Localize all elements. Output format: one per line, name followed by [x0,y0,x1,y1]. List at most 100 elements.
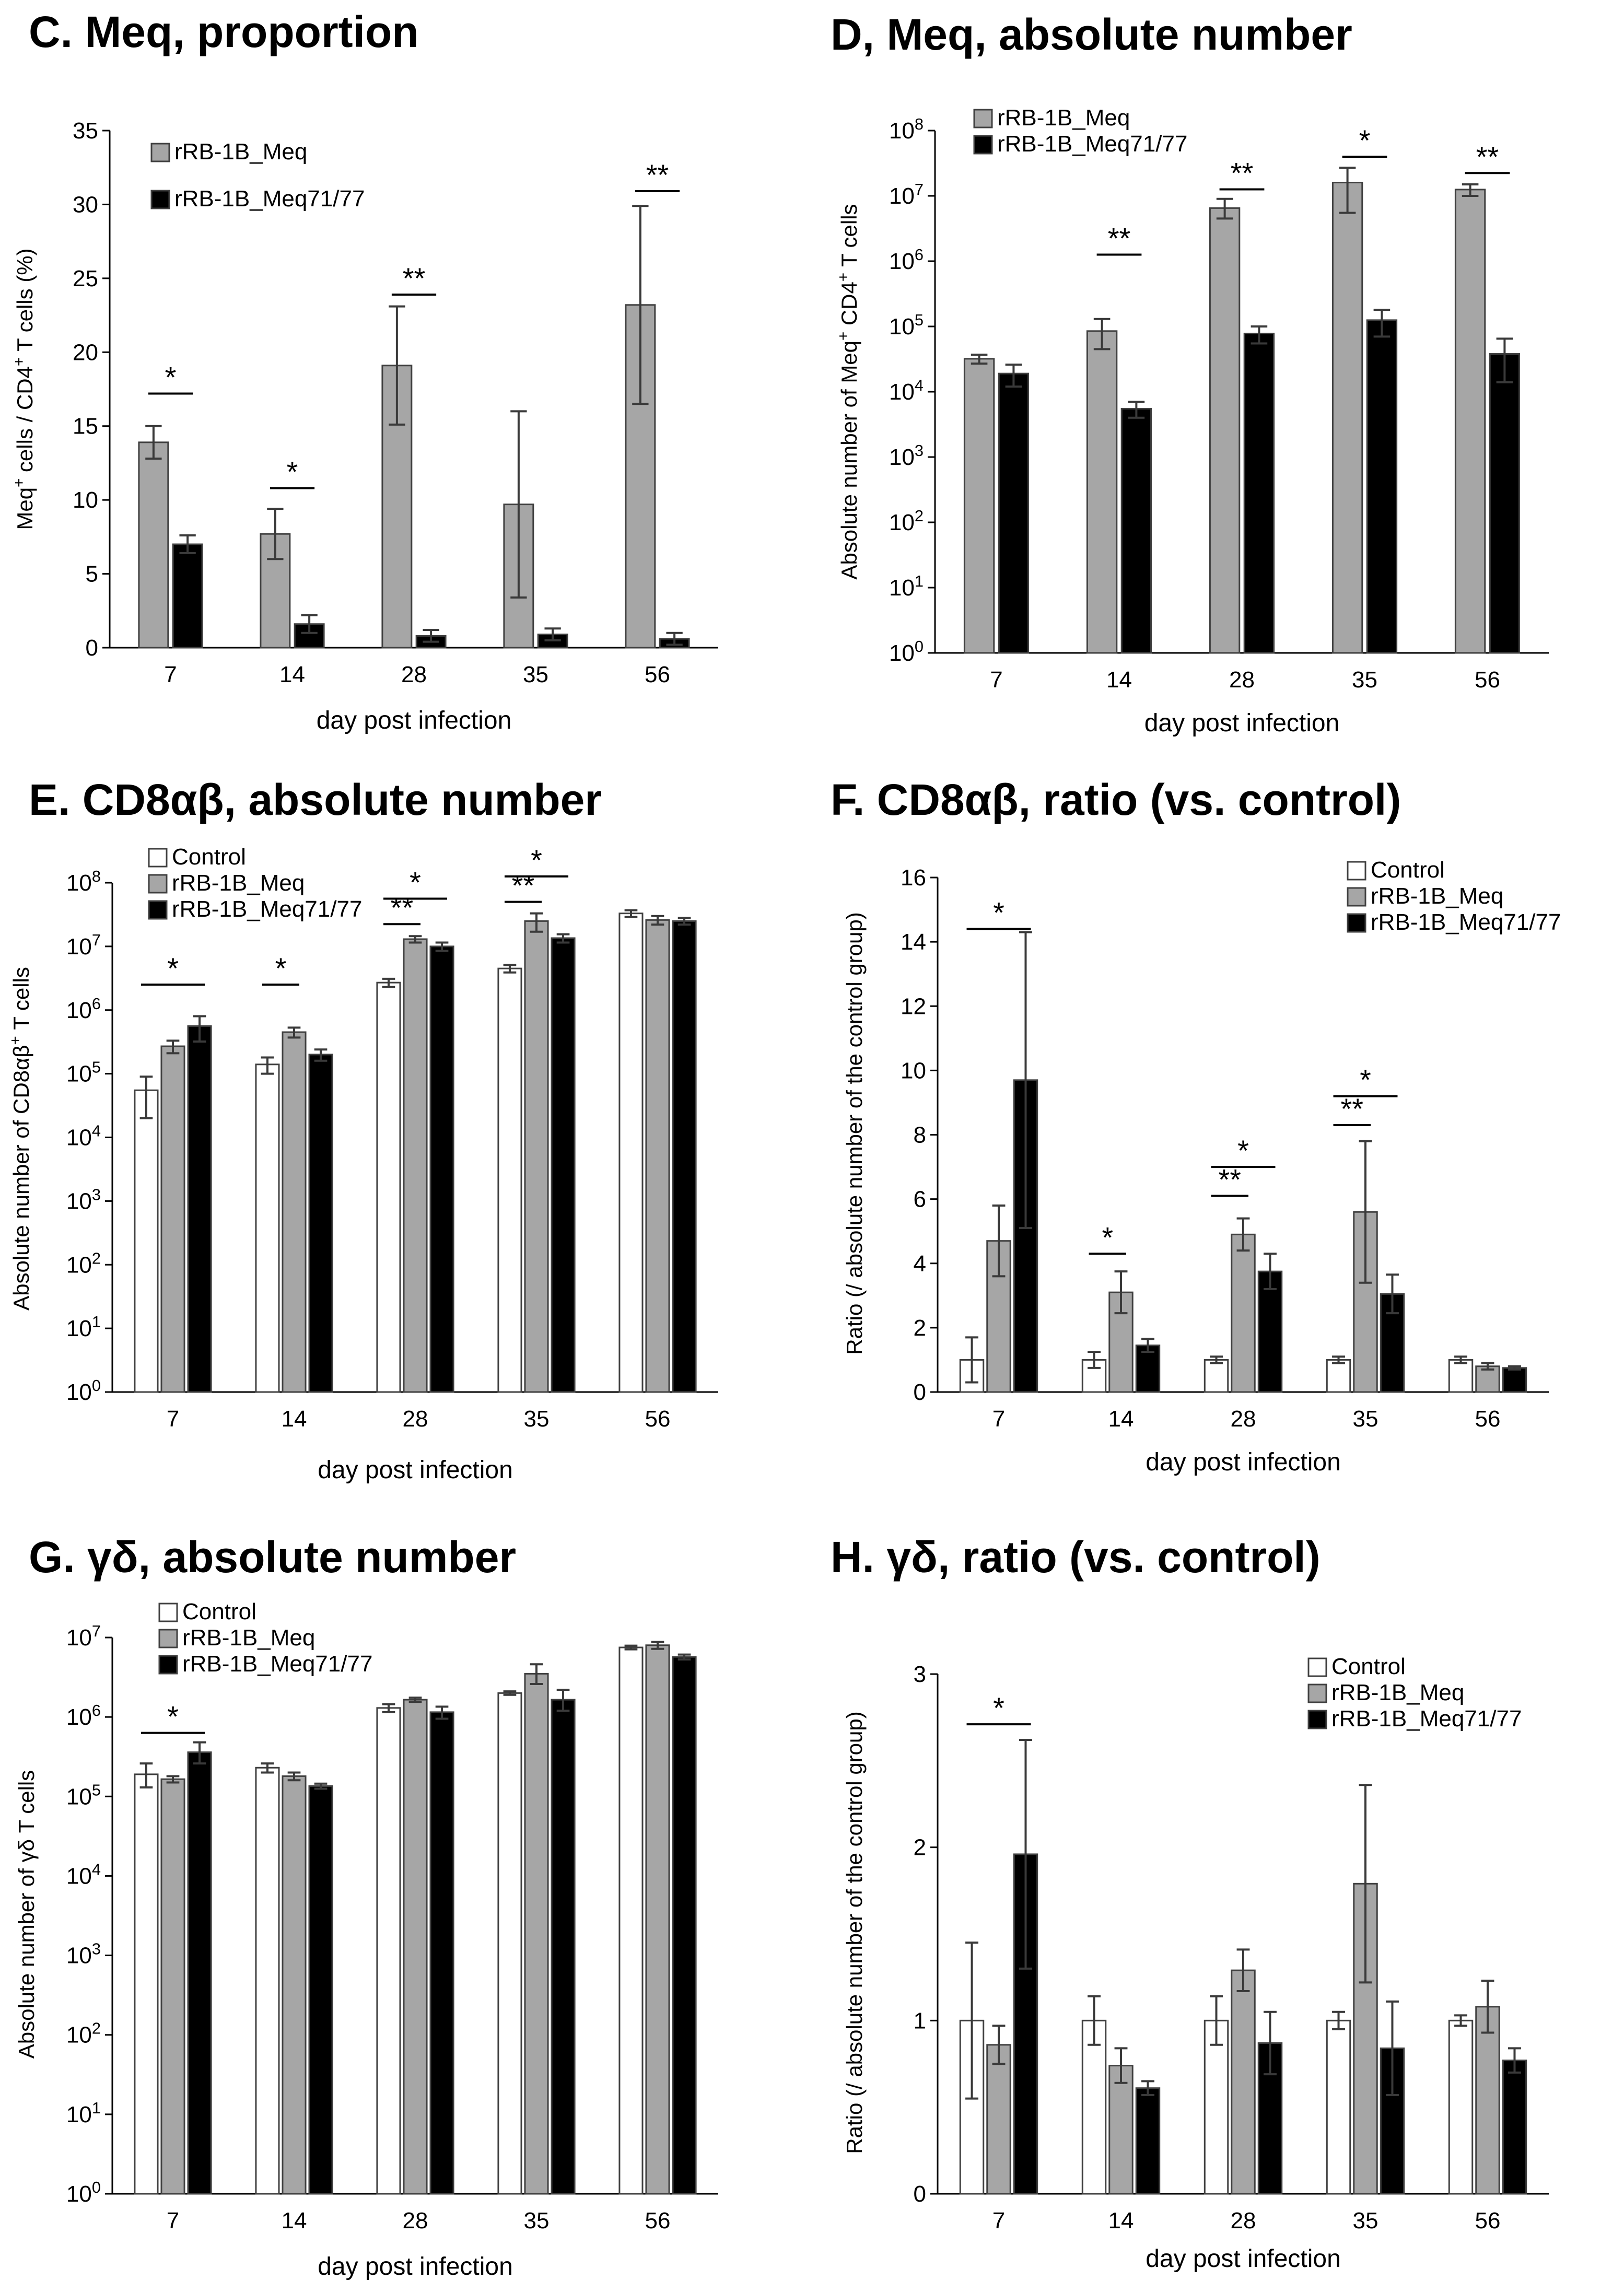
y-tick-label: 108 [889,115,924,144]
bar [255,1063,280,1393]
bar [986,2044,1011,2195]
error-bar [1373,309,1391,338]
legend-label: rRB-1B_Meq71/77 [997,131,1187,157]
y-tick-label: 0 [914,2181,926,2207]
y-axis-label: Absolute number of Meq+ CD4+ T cells [835,204,862,579]
y-tick-label: 108 [66,867,101,896]
bar [255,1767,280,2195]
bar [187,1025,212,1393]
error-bar [677,917,691,926]
bar [618,1646,644,2195]
error-bar [287,1771,301,1782]
x-tick-label: 56 [645,2208,671,2233]
error-bar [261,1762,274,1774]
legend-label: rRB-1B_Meq [1371,883,1503,909]
x-tick-label: 14 [1106,667,1132,693]
error-bar [971,353,988,365]
error-bar [530,912,543,933]
x-tick-label: 14 [279,662,305,687]
significance-mark: ** [1218,1163,1241,1196]
panel-f: F. CD8αβ, ratio (vs. control) 0 2 4 6 8 10 12 14… [831,775,1561,1476]
error-bar [1005,364,1022,388]
bar [403,938,428,1393]
error-bar [1386,2000,1399,2096]
y-tick-label: 101 [889,572,924,601]
y-tick-label: 6 [914,1187,926,1212]
x-axis-label: day post infection [318,2253,513,2281]
x-tick-label: 35 [523,662,548,687]
y-tick-label: 102 [66,1249,101,1278]
y-tick-label: 2 [914,1835,926,1861]
bar [1231,1233,1256,1393]
bar [282,1775,307,2195]
x-tick-label: 28 [1229,667,1255,693]
error-bar [314,1782,328,1790]
error-bar [1088,1351,1101,1369]
x-tick-label: 7 [992,2208,1005,2233]
significance-mark: * [287,455,298,488]
x-axis-label: day post infection [318,1456,513,1484]
error-bar [301,614,318,634]
error-bar [1508,2047,1521,2074]
significance-mark: ** [403,262,426,295]
error-bar [287,1026,301,1039]
error-bar [1210,1995,1223,2046]
y-tick-label: 4 [914,1251,926,1277]
legend-swatch [1307,1657,1327,1677]
bar [497,1692,522,2195]
error-bar [1093,318,1111,350]
y-tick-label: 1 [914,2008,926,2033]
legend-label: rRB-1B_Meq71/77 [1371,909,1561,935]
x-tick-label: 28 [403,2208,428,2233]
bar [138,441,169,649]
y-tick-label: 101 [66,1313,101,1342]
error-bar [1386,1273,1399,1315]
y-tick-label: 16 [901,865,926,891]
x-tick-label: 14 [282,1406,307,1432]
error-bar [139,1762,153,1788]
panel-title: H. γδ, ratio (vs. control) [831,1533,1321,1582]
error-bar [166,1039,180,1055]
bar [1489,353,1521,654]
legend-swatch [150,190,170,209]
bar [618,913,644,1393]
x-tick-label: 56 [1475,1406,1501,1432]
legend-swatch [973,109,993,128]
error-bar [666,632,683,646]
y-tick-label: 106 [66,994,101,1023]
bar [134,1089,159,1393]
significance-mark: ** [1340,1092,1363,1125]
legend-swatch [158,1629,178,1648]
error-bar [423,629,439,643]
bar [403,1699,428,2195]
legend-swatch [148,874,168,894]
bar [551,1699,576,2195]
legend-label: Control [172,844,246,870]
y-axis-label: Meq+ cells / CD4+ T cells (%) [10,248,38,530]
panel-title: C. Meq, proportion [29,7,419,56]
y-tick-label: 103 [66,1939,101,1969]
error-bar [179,534,196,554]
significance-mark: * [531,844,542,876]
error-bar [435,941,449,952]
error-bar [624,909,638,918]
bar [1086,330,1118,654]
error-bar [992,2025,1006,2065]
error-bar [1339,167,1356,214]
y-tick-label: 103 [889,441,924,471]
bar [1331,181,1363,654]
error-bar [1019,1739,1032,1970]
error-bar [530,1663,543,1686]
legend-label: rRB-1B_Meq [172,870,305,896]
significance-mark: * [993,1691,1004,1724]
bar [187,1751,212,2195]
y-tick-label: 100 [66,2178,101,2207]
significance-mark: * [1359,124,1371,157]
legend-label: Control [1331,1654,1406,1679]
x-tick-label: 28 [401,662,427,687]
error-bar [1332,1355,1345,1364]
bar [645,919,670,1393]
bar [1120,407,1152,654]
error-bar [1332,2010,1345,2030]
